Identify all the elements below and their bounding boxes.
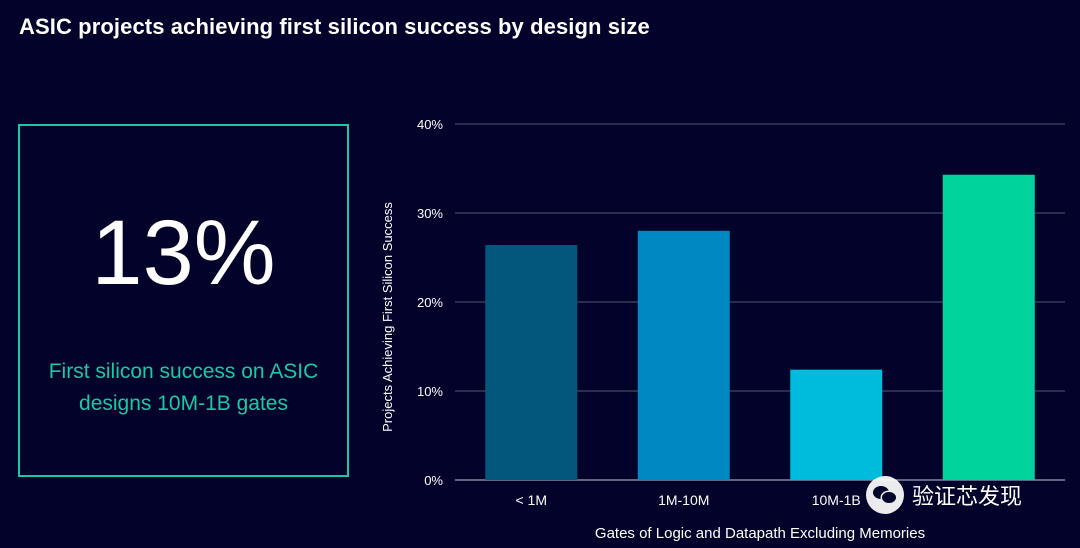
stat-caption-line1: First silicon success on ASIC bbox=[48, 360, 319, 383]
bar bbox=[485, 245, 578, 480]
x-tick-label: 10M-1B bbox=[812, 492, 861, 508]
y-tick-label: 20% bbox=[417, 295, 443, 310]
y-axis-label: Projects Achieving First Silicon Success bbox=[380, 202, 395, 432]
y-tick-label: 0% bbox=[424, 473, 443, 488]
stat-caption: First silicon success on ASIC designs 10… bbox=[30, 356, 337, 420]
bar bbox=[637, 230, 730, 480]
watermark: 验证芯发现 bbox=[866, 476, 1022, 514]
watermark-text: 验证芯发现 bbox=[912, 485, 1023, 510]
bar bbox=[942, 174, 1035, 480]
highlight-stat-box: 13% First silicon success on ASIC design… bbox=[18, 124, 349, 477]
stat-value: 13% bbox=[91, 202, 276, 304]
x-tick-label: 1M-10M bbox=[658, 492, 709, 508]
x-tick-label: < 1M bbox=[515, 492, 547, 508]
y-tick-label: 40% bbox=[417, 117, 443, 132]
x-axis-label: Gates of Logic and Datapath Excluding Me… bbox=[595, 525, 925, 542]
bar-chart-svg: 0% 10% 20% 30% 40% < 1M 1M-10M 10M-1B Gates of L… bbox=[380, 117, 1065, 542]
page-title: ASIC projects achieving first silicon su… bbox=[19, 14, 650, 39]
bar bbox=[790, 369, 883, 480]
stat-caption-line2: designs 10M-1B gates bbox=[79, 392, 288, 415]
bar-chart: 0% 10% 20% 30% 40% < 1M 1M-10M 10M-1B Gates of L… bbox=[370, 100, 1075, 548]
wechat-icon bbox=[866, 476, 904, 514]
y-tick-label: 30% bbox=[417, 206, 443, 221]
y-tick-label: 10% bbox=[417, 384, 443, 399]
